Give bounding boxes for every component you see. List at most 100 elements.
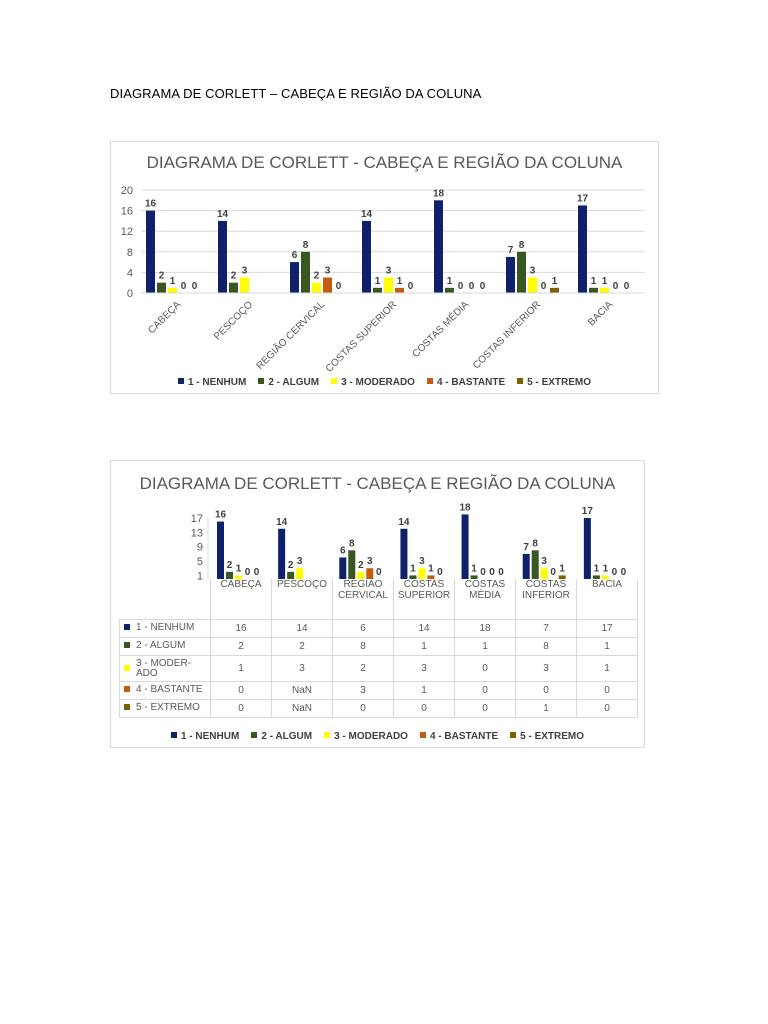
data-label: 0: [612, 567, 618, 578]
x-tick-label: PESCOÇO: [212, 299, 255, 342]
table-row-label: 1 - NENHUM: [136, 622, 195, 634]
bar-pescoco-2-algum: [287, 571, 295, 579]
chart-1: DIAGRAMA DE CORLETT - CABEÇA E REGIÃO DA…: [110, 141, 659, 394]
table-row: 5 - EXTREMO 0 NaN 0 0 0 1 0: [119, 699, 638, 718]
data-label: 0: [376, 567, 382, 578]
table-row: 4 - BASTANTE 0 NaN 3 1 0 0 0: [119, 681, 638, 700]
data-label: 18: [460, 502, 472, 513]
chart-2-data-table: CABEÇA PESCOÇO REGIÃO CERVICAL COSTAS SUPER…: [119, 579, 638, 718]
data-label: 14: [217, 209, 229, 220]
bar-costas-inferior-5-extremo: [550, 287, 559, 293]
x-tick-label: COSTAS INFERIOR: [471, 299, 543, 371]
table-row: 1 - NENHUM 16 14 6 14 18 7 17: [119, 619, 638, 638]
legend-label: 1 - NENHUM: [180, 731, 240, 742]
legend-label: 5 - EXTREMO: [520, 731, 585, 742]
data-label: 1: [410, 563, 416, 574]
legend-item-1-nenhum: 1 - NENHUM: [170, 731, 240, 742]
legend-swatch: [170, 732, 177, 739]
legend-swatch: [331, 378, 338, 385]
legend-item-2-algum: 2 - ALGUM: [251, 731, 312, 742]
bar-costas-inferior-1-nenhum: [506, 256, 515, 293]
bar-cabeca-3-moderado: [235, 575, 242, 579]
table-row-label: 3 - MODER- ADO: [136, 657, 191, 679]
legend-swatch: [510, 732, 517, 739]
data-label: 2: [227, 560, 233, 571]
table-cell: 2: [210, 637, 272, 656]
data-label: 0: [541, 281, 547, 292]
legend-swatch: [324, 732, 331, 739]
legend-key-swatch: [124, 686, 130, 693]
table-row-header: 3 - MODER- ADO: [119, 655, 211, 682]
bar-costas-media-2-algum: [445, 287, 454, 293]
legend-label: 3 - MODERADO: [334, 731, 408, 742]
bar-costas-superior-2-algum: [409, 575, 417, 579]
table-cell: 14: [393, 619, 455, 638]
table-cell: 2: [271, 637, 333, 656]
data-label: 17: [577, 193, 589, 204]
bar-costas-media-1-nenhum: [434, 200, 443, 293]
bar-cabeca-2-algum: [226, 571, 233, 579]
table-row: 3 - MODER- ADO 1 3 2 3 0 3 1: [119, 655, 638, 682]
data-label: 2: [231, 271, 237, 282]
table-cell: 3: [271, 655, 333, 682]
table-cell: 0: [576, 699, 638, 718]
table-cell: 0: [210, 699, 272, 718]
table-cell: NaN: [271, 699, 333, 718]
data-label: 0: [437, 567, 443, 578]
table-cell: 3: [332, 681, 394, 700]
data-label: 0: [336, 281, 342, 292]
legend-key-swatch: [124, 624, 130, 631]
y-tick-label: 12: [121, 226, 133, 238]
bar-cabeca-1-nenhum: [146, 210, 155, 293]
data-label: 8: [349, 538, 355, 549]
data-label: 14: [276, 517, 288, 528]
data-label: 14: [361, 209, 373, 220]
bar-regiao-cervical-2-algum: [348, 550, 356, 579]
bar-costas-media-1-nenhum: [461, 514, 469, 579]
bar-pescoco-1-nenhum: [218, 220, 227, 293]
table-cell: 0: [332, 699, 394, 718]
bar-regiao-cervical-3-moderado: [357, 571, 365, 579]
data-label: 2: [358, 560, 364, 571]
table-row-header: 2 - ALGUM: [119, 637, 211, 656]
data-label: 16: [215, 510, 227, 521]
legend-item-4-bastante: 4 - BASTANTE: [426, 377, 506, 388]
table-cell: 7: [515, 619, 577, 638]
table-cell: 8: [515, 637, 577, 656]
y-tick-label: 13: [191, 527, 203, 539]
table-cell: 1: [454, 637, 516, 656]
data-label: 14: [398, 517, 410, 528]
bar-pescoco-2-algum: [229, 282, 238, 293]
table-row-header: 1 - NENHUM: [119, 619, 211, 638]
data-label: 1: [559, 563, 565, 574]
bar-costas-superior-3-moderado: [384, 277, 393, 293]
table-cell: 0: [210, 681, 272, 700]
data-label: 1: [603, 563, 609, 574]
legend-label: 2 - ALGUM: [261, 731, 313, 742]
table-row-header: 4 - BASTANTE: [119, 681, 211, 700]
legend-label: 4 - BASTANTE: [436, 377, 506, 388]
document-heading: DIAGRAMA DE CORLETT – CABEÇA E REGIÃO DA…: [110, 86, 482, 101]
data-label: 7: [523, 542, 529, 553]
data-label: 1: [602, 276, 608, 287]
y-tick-label: 5: [197, 556, 203, 568]
table-cell: 6: [332, 619, 394, 638]
data-label: 1: [170, 276, 176, 287]
table-column-header: REGIÃO CERVICAL: [332, 579, 394, 620]
x-tick-label: COSTAS MÉDIA: [409, 298, 471, 360]
table-cell: 16: [210, 619, 272, 638]
data-label: 2: [288, 560, 294, 571]
table-column-header: CABEÇA: [210, 579, 272, 620]
data-label: 2: [159, 271, 165, 282]
data-label: 3: [297, 556, 303, 567]
table-cell: 2: [332, 655, 394, 682]
bar-pescoco-3-moderado: [240, 277, 249, 293]
bar-bacia-2-algum: [592, 575, 600, 579]
table-cell: 1: [210, 655, 272, 682]
legend-key-swatch: [124, 664, 130, 671]
chart-2: DIAGRAMA DE CORLETT - CABEÇA E REGIÃO DA…: [110, 460, 645, 748]
data-label: 1: [447, 276, 453, 287]
legend-item-2-algum: 2 - ALGUM: [258, 377, 319, 388]
data-label: 1: [591, 276, 597, 287]
